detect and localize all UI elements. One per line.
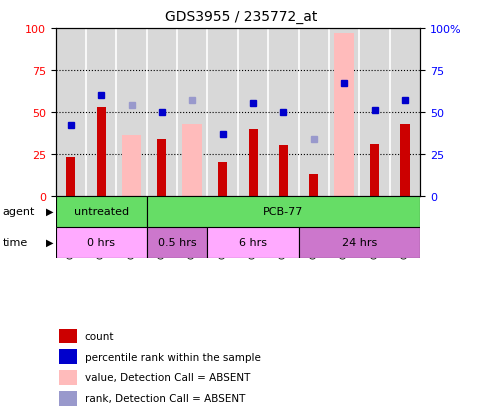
Bar bbox=[218, 163, 227, 196]
Text: rank, Detection Call = ABSENT: rank, Detection Call = ABSENT bbox=[85, 393, 245, 403]
Text: 24 hrs: 24 hrs bbox=[342, 237, 377, 248]
Text: percentile rank within the sample: percentile rank within the sample bbox=[85, 352, 261, 362]
Bar bbox=[59, 349, 77, 364]
Bar bbox=[183, 124, 202, 196]
Bar bbox=[208, 227, 298, 258]
Text: ▶: ▶ bbox=[46, 237, 54, 248]
Bar bbox=[157, 139, 167, 196]
Text: ▶: ▶ bbox=[46, 206, 54, 217]
Bar bbox=[334, 34, 354, 196]
Text: PCB-77: PCB-77 bbox=[263, 206, 304, 217]
Text: 0 hrs: 0 hrs bbox=[87, 237, 115, 248]
Bar bbox=[122, 136, 142, 196]
Bar bbox=[56, 196, 147, 227]
Bar bbox=[59, 329, 77, 344]
Bar bbox=[56, 227, 147, 258]
Text: 0.5 hrs: 0.5 hrs bbox=[158, 237, 197, 248]
Bar bbox=[97, 107, 106, 196]
Text: GDS3955 / 235772_at: GDS3955 / 235772_at bbox=[165, 10, 318, 24]
Bar bbox=[400, 124, 410, 196]
Bar bbox=[147, 227, 208, 258]
Bar bbox=[147, 196, 420, 227]
Text: agent: agent bbox=[2, 206, 35, 217]
Text: count: count bbox=[85, 331, 114, 341]
Bar bbox=[59, 391, 77, 406]
Text: untreated: untreated bbox=[73, 206, 128, 217]
Bar bbox=[59, 370, 77, 385]
Bar bbox=[298, 227, 420, 258]
Bar bbox=[309, 174, 318, 196]
Bar bbox=[279, 146, 288, 196]
Text: value, Detection Call = ABSENT: value, Detection Call = ABSENT bbox=[85, 373, 250, 382]
Bar bbox=[249, 129, 257, 196]
Text: 6 hrs: 6 hrs bbox=[239, 237, 267, 248]
Bar bbox=[66, 158, 75, 196]
Text: time: time bbox=[2, 237, 28, 248]
Bar bbox=[370, 144, 379, 196]
